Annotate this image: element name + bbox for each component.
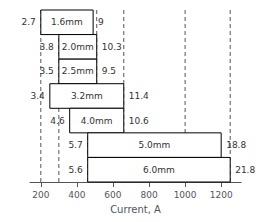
svg-text:10.3: 10.3 — [102, 42, 122, 52]
svg-text:3.4: 3.4 — [31, 91, 46, 101]
svg-text:5.7: 5.7 — [68, 140, 82, 150]
svg-text:5.0mm: 5.0mm — [139, 140, 171, 150]
svg-text:Current, A: Current, A — [110, 204, 161, 215]
svg-text:11.4: 11.4 — [129, 91, 149, 101]
svg-text:2.0mm: 2.0mm — [62, 42, 94, 52]
svg-text:3.5: 3.5 — [40, 66, 54, 76]
svg-text:21.8: 21.8 — [235, 165, 255, 175]
svg-text:5.6: 5.6 — [68, 165, 83, 175]
svg-text:2.5mm: 2.5mm — [62, 66, 94, 76]
svg-text:9: 9 — [98, 17, 104, 27]
svg-text:1.6mm: 1.6mm — [51, 17, 83, 27]
svg-text:800: 800 — [140, 190, 157, 200]
svg-text:200: 200 — [32, 190, 49, 200]
svg-text:4.0mm: 4.0mm — [81, 116, 113, 126]
svg-text:9.5: 9.5 — [102, 66, 116, 76]
svg-text:10.6: 10.6 — [129, 116, 149, 126]
svg-text:1000: 1000 — [174, 190, 197, 200]
svg-text:3.2mm: 3.2mm — [71, 91, 103, 101]
svg-text:600: 600 — [104, 190, 121, 200]
svg-text:3.8: 3.8 — [40, 42, 55, 52]
svg-text:18.8: 18.8 — [226, 140, 246, 150]
svg-text:4.6: 4.6 — [50, 116, 65, 126]
svg-text:1200: 1200 — [210, 190, 233, 200]
svg-text:400: 400 — [68, 190, 85, 200]
svg-text:2.7: 2.7 — [21, 17, 35, 27]
svg-text:6.0mm: 6.0mm — [143, 165, 175, 175]
